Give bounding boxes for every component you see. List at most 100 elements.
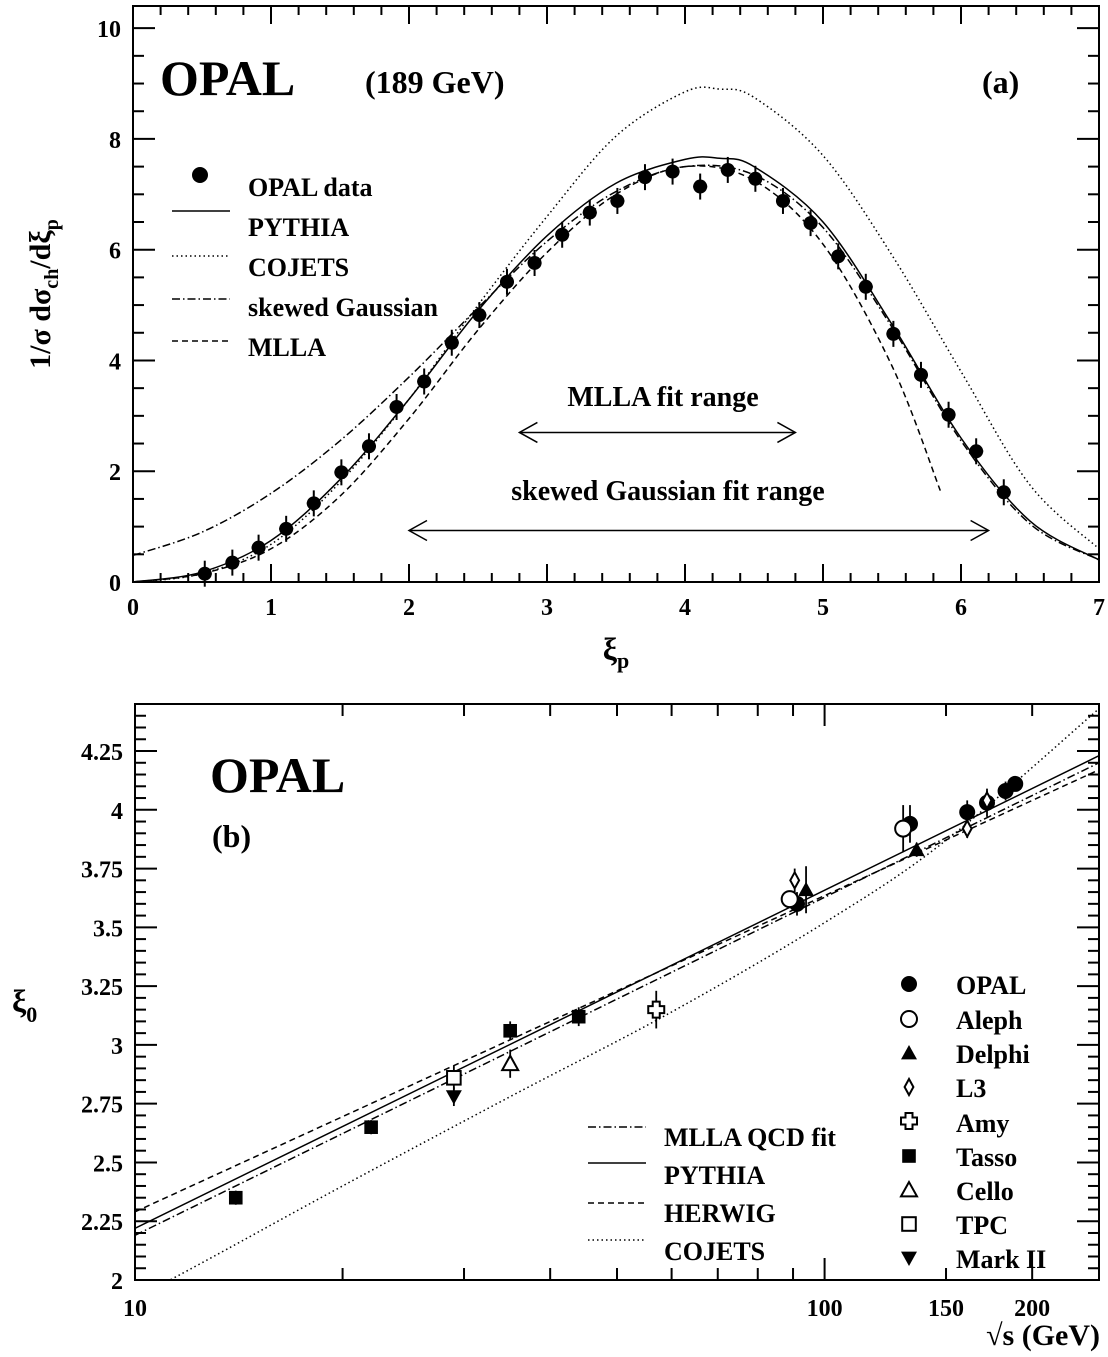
- y-tick-label: 2: [109, 460, 121, 486]
- legend-marker-delphi: [901, 1045, 917, 1060]
- x-tick-label: 4: [679, 595, 691, 621]
- data-point: [306, 496, 321, 511]
- curve-mlla-qcd-fit: [135, 762, 1099, 1237]
- panel-b-label: (b): [212, 818, 251, 854]
- panel-b-experiment: OPAL: [210, 747, 345, 803]
- y-tick-label: 0: [109, 571, 121, 597]
- panel-b-ticks: 10 100 150 200 2 2.25 2.5 2.75 3 3.25 3.5 3.75 4 4.25: [81, 703, 1099, 1322]
- panel-b-curve-legend: MLLA QCD fit PYTHIA HERWIG COJETS: [588, 1123, 836, 1266]
- legend-label-delphi: Delphi: [956, 1040, 1030, 1069]
- x-tick-label: 0: [127, 595, 139, 621]
- panel-a-legend: OPAL data PYTHIA COJETS skewed Gaussian …: [172, 167, 439, 362]
- data-point: [886, 326, 901, 341]
- data-point: [444, 335, 459, 350]
- x-tick-label: 150: [928, 1296, 964, 1322]
- panel-b: 10 100 150 200 2 2.25 2.5 2.75 3 3.25 3.5 3.75 4 4.25…: [12, 703, 1100, 1352]
- point-delphi: [798, 881, 815, 897]
- x-tick-label: 100: [807, 1296, 843, 1322]
- panel-b-curves: [135, 708, 1099, 1280]
- point-l3: [961, 818, 973, 839]
- panel-a: 0 1 2 3 4 5 6 7 0 2 4 6 8 10 OPAL (189 GeV) (a) OPAL …: [24, 5, 1105, 673]
- legend-label-l3: L3: [956, 1074, 986, 1103]
- panel-a-x-axis-title: ξp: [603, 631, 630, 673]
- point-cello: [500, 1053, 520, 1072]
- data-point: [527, 255, 542, 270]
- data-point: [582, 205, 597, 220]
- panel-b-x-axis-title: √s (GeV): [986, 1319, 1100, 1352]
- legend-label-mlla: MLLA: [248, 333, 326, 362]
- point-opal: [1007, 775, 1024, 792]
- legend-label-skewed-gaussian: skewed Gaussian: [248, 293, 439, 322]
- panel-b-y-axis-title: ξ0: [12, 983, 37, 1027]
- panel-a-y-axis-title: 1/σ dσch/dξp: [24, 219, 63, 369]
- legend-label-mlla-qcd-fit: MLLA QCD fit: [664, 1123, 836, 1152]
- data-point: [941, 407, 956, 422]
- legend-label-amy: Amy: [956, 1109, 1009, 1138]
- data-point: [969, 444, 984, 459]
- data-point: [831, 249, 846, 264]
- point-tasso: [228, 1190, 243, 1205]
- legend-marker-mark-ii: [901, 1251, 917, 1266]
- point-tpc: [446, 1070, 462, 1086]
- legend-marker-tpc: [901, 1216, 917, 1232]
- data-point: [417, 374, 432, 389]
- legend-label-tasso: Tasso: [956, 1143, 1017, 1172]
- y-tick-label: 4.25: [81, 740, 123, 766]
- skewed-gaussian-fit-range-arrow-left-head: [407, 519, 428, 542]
- legend-marker-aleph: [900, 1010, 918, 1028]
- legend-label-opal-data: OPAL data: [248, 173, 372, 202]
- data-point: [693, 179, 708, 194]
- curve-mlla: [132, 165, 941, 583]
- point-amy: [647, 1000, 666, 1019]
- data-point: [803, 216, 818, 231]
- data-point: [637, 170, 652, 185]
- x-tick-label: 2: [403, 595, 415, 621]
- data-point: [361, 439, 376, 454]
- mlla-fit-range-arrow-left-head: [517, 421, 538, 444]
- point-tasso: [364, 1120, 378, 1134]
- x-tick-label: 1: [265, 595, 277, 621]
- data-point: [858, 279, 873, 294]
- point-tasso: [503, 1023, 517, 1038]
- x-tick-label: 5: [817, 595, 829, 621]
- legend-label-mark-ii: Mark II: [956, 1245, 1046, 1274]
- x-tick-label: 3: [541, 595, 553, 621]
- data-point: [996, 485, 1011, 500]
- point-delphi: [908, 841, 925, 857]
- point-l3: [789, 870, 801, 891]
- data-point: [251, 540, 266, 555]
- skewed-gaussian-fit-range-arrow-right-head: [970, 519, 991, 542]
- data-point: [197, 566, 212, 581]
- y-tick-label: 3: [111, 1034, 123, 1060]
- point-aleph: [894, 819, 913, 838]
- y-tick-label: 2.75: [81, 1093, 123, 1119]
- x-tick-label: 7: [1093, 595, 1105, 621]
- legend-label-aleph: Aleph: [956, 1006, 1023, 1035]
- data-point: [555, 227, 570, 242]
- panel-a-energy: (189 GeV): [365, 64, 505, 100]
- mlla-fit-range-arrow-right-head: [777, 421, 797, 444]
- legend-label-herwig: HERWIG: [664, 1199, 776, 1228]
- panel-b-data-points: [228, 775, 1024, 1205]
- legend-label-cojets-b: COJETS: [664, 1237, 765, 1266]
- panel-a-data-points: [197, 156, 1011, 587]
- mlla-fit-range-label: MLLA fit range: [567, 382, 758, 413]
- point-tasso: [571, 1009, 586, 1024]
- point-l3: [981, 790, 993, 811]
- panel-a-label: (a): [982, 64, 1019, 100]
- x-tick-label: 200: [1014, 1296, 1050, 1322]
- legend-marker-amy: [900, 1112, 918, 1130]
- skewed-gaussian-fit-range-label: skewed Gaussian fit range: [511, 476, 824, 507]
- legend-marker-opal: [901, 976, 917, 992]
- y-tick-label: 3.25: [81, 975, 123, 1001]
- legend-label-cojets: COJETS: [248, 253, 349, 282]
- legend-marker-tasso: [902, 1149, 916, 1163]
- curve-cojets: [168, 708, 1099, 1280]
- point-opal: [959, 804, 976, 821]
- data-point: [225, 555, 240, 570]
- legend-marker-opal-data: [192, 167, 208, 183]
- y-tick-label: 8: [109, 128, 121, 154]
- y-tick-label: 4: [109, 349, 121, 375]
- y-tick-label: 6: [109, 239, 121, 265]
- data-point: [748, 171, 763, 186]
